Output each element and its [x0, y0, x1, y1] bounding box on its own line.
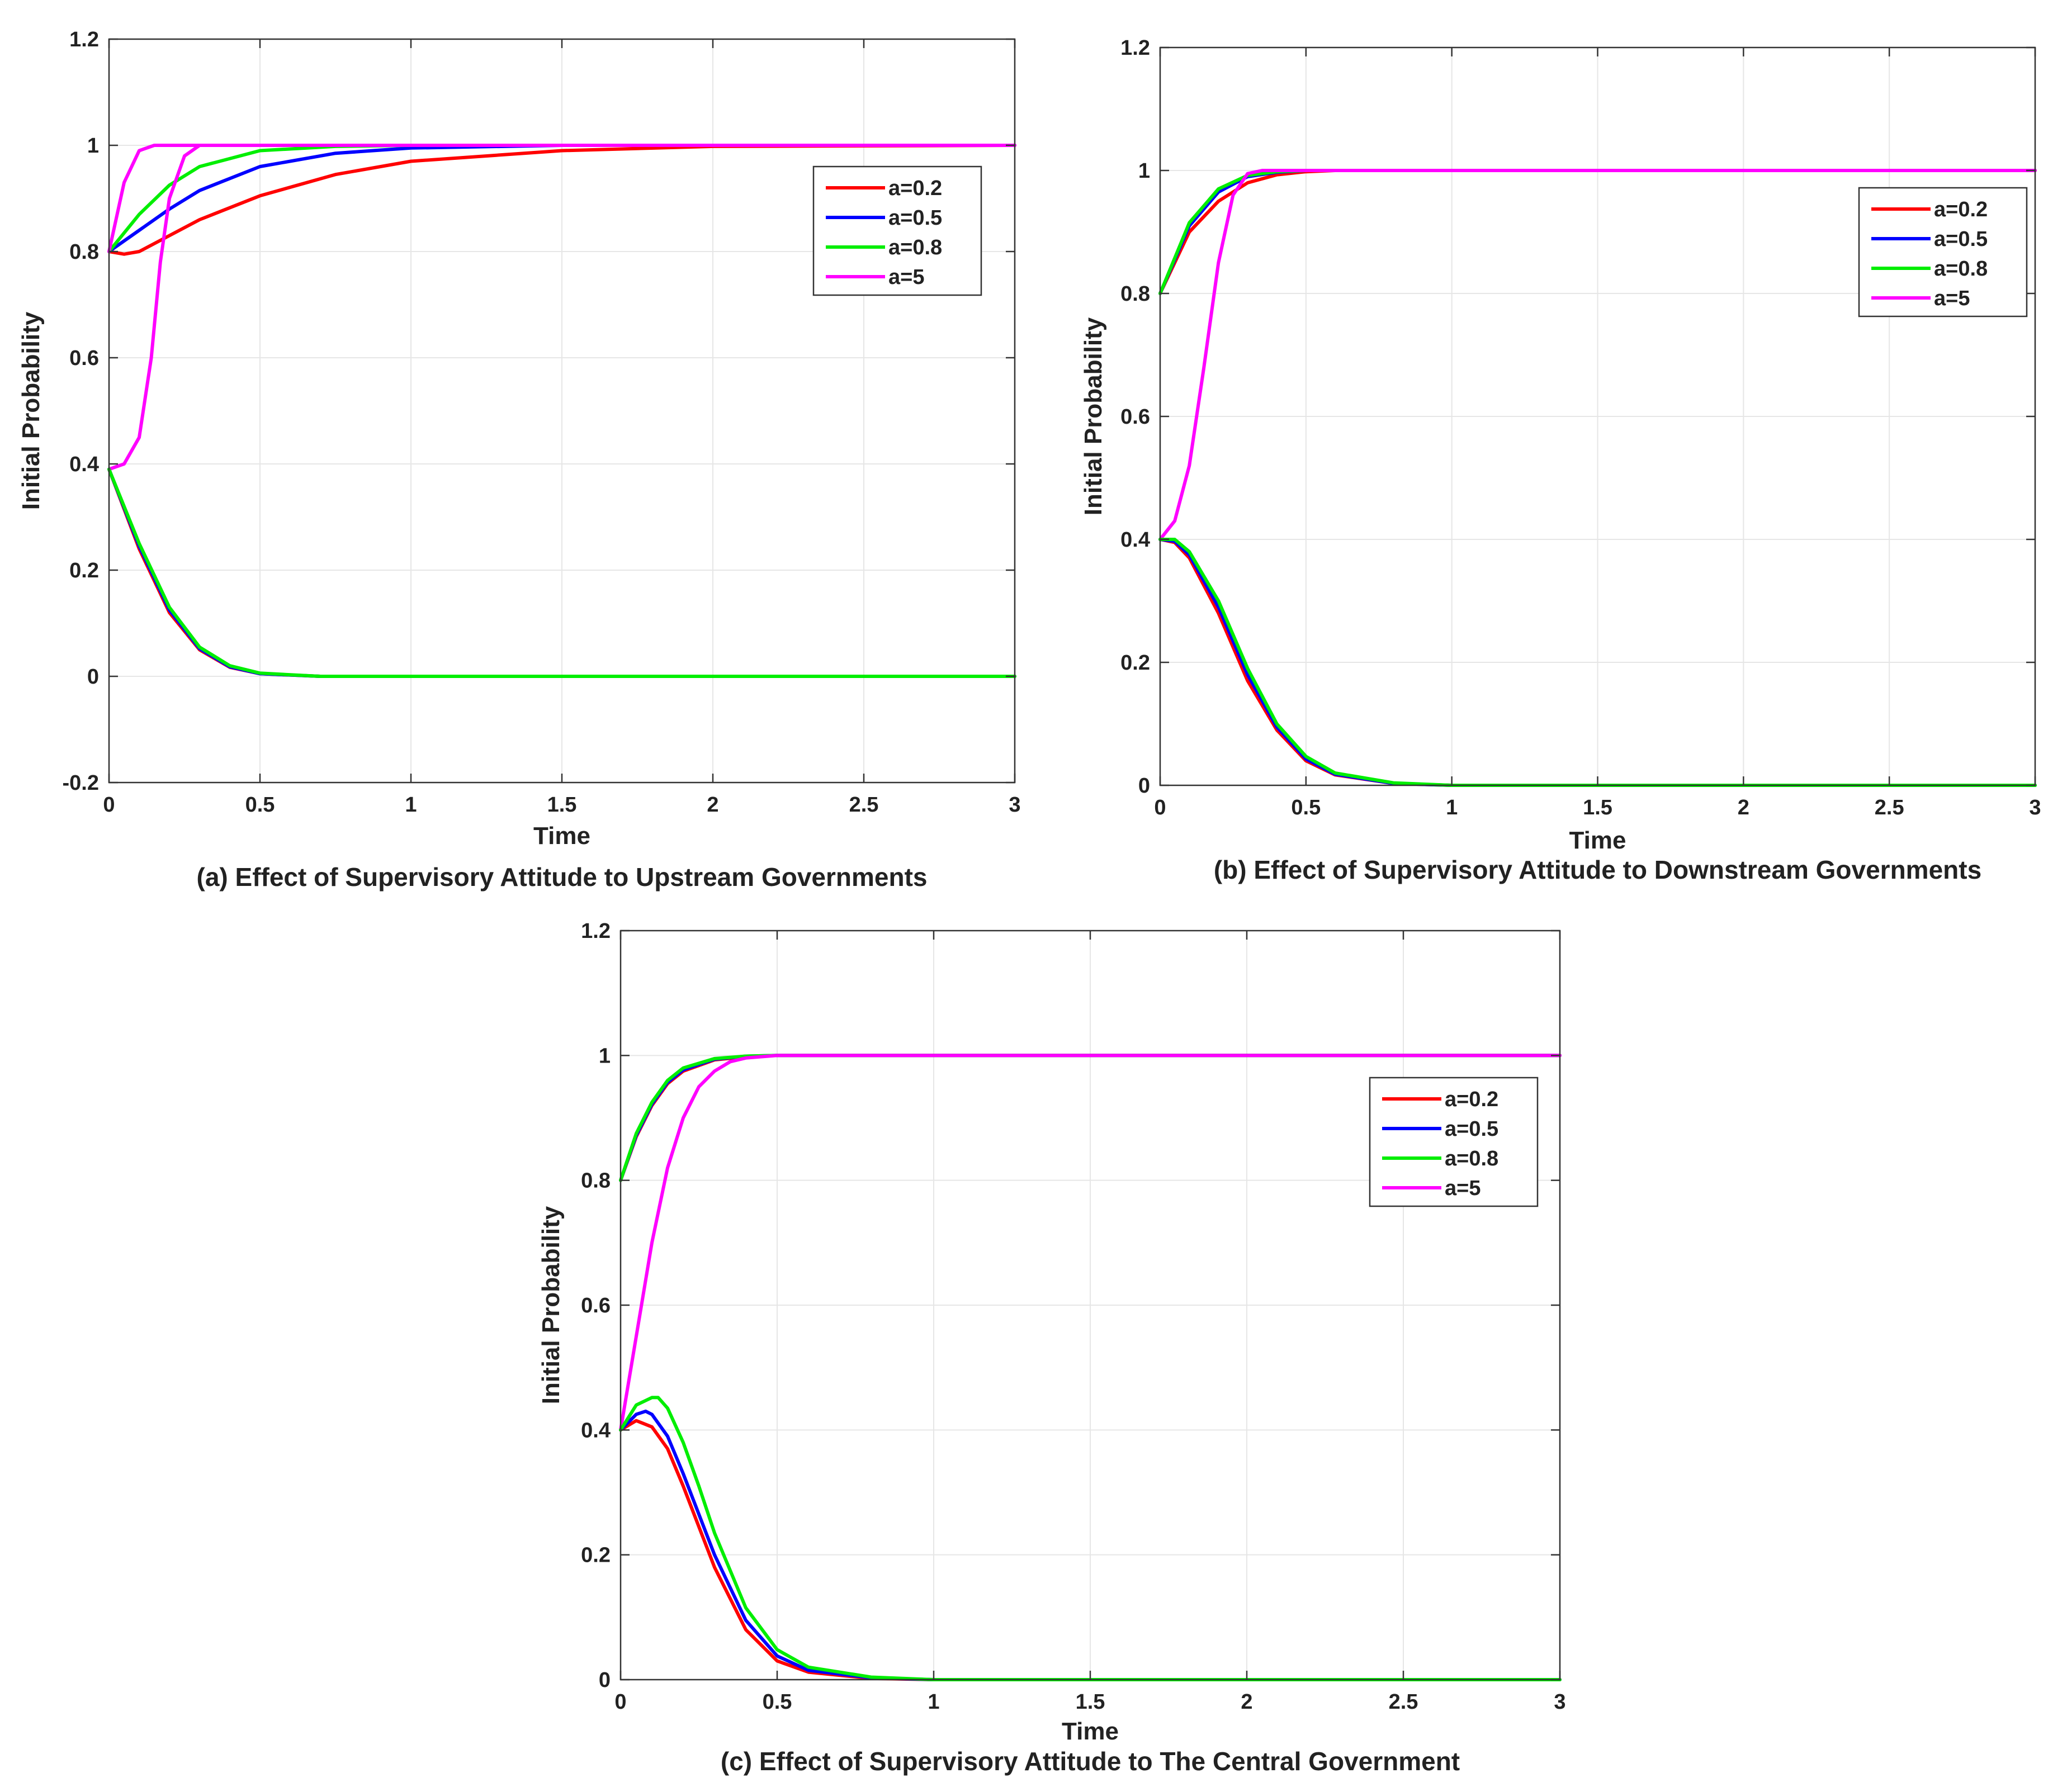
- legend-entry-label: a=0.2: [1445, 1088, 1498, 1111]
- x-tick-label: 1: [1446, 796, 1458, 819]
- y-tick-label: 1.2: [581, 919, 611, 943]
- y-tick-label: 0: [599, 1668, 611, 1692]
- legend-entry-label: a=0.5: [1445, 1117, 1498, 1141]
- y-tick-label: 0: [87, 665, 99, 689]
- y-tick-label: 0.4: [69, 453, 99, 476]
- y-tick-label: 0.6: [69, 347, 99, 370]
- legend-entry-label: a=0.8: [888, 236, 942, 259]
- x-tick-label: 2: [1738, 796, 1749, 819]
- y-tick-label: 1: [599, 1044, 611, 1068]
- legend-entry-label: a=5: [888, 266, 924, 289]
- series-line-a-5: [1158, 169, 2037, 541]
- x-tick-label: 0: [103, 793, 115, 817]
- series-line-a-0-8: [619, 1396, 1562, 1681]
- panel-caption: (a) Effect of Supervisory Attitude to Up…: [197, 862, 928, 892]
- legend-entry-label: a=0.5: [1934, 227, 1988, 251]
- x-axis-label: Time: [1569, 827, 1626, 854]
- chart-panel-b: 0 0.5 1 1.5 2 2.5 3 0 0.2 0.4 0.6 0.8 1 1.2 Time Initia…: [1080, 36, 2041, 884]
- y-tick-label: 1: [87, 134, 99, 158]
- panel-caption: (b) Effect of Supervisory Attitude to Do…: [1214, 855, 1981, 884]
- x-tick-label: 2.5: [1875, 796, 1904, 819]
- legend: a=0.2 a=0.5 a=0.8 a=5: [1369, 1077, 1539, 1207]
- y-axis-label: Initial Probability: [17, 311, 45, 510]
- chart-panel-c: 0 0.5 1 1.5 2 2.5 3 0 0.2 0.4 0.6 0.8 1 1.2 Time Initia…: [537, 919, 1566, 1776]
- y-tick-label: 0.8: [581, 1169, 611, 1193]
- y-tick-label: -0.2: [63, 771, 99, 795]
- chart-panel-a: 0 0.5 1 1.5 2 2.5 3-0.200.20.40.60.811.2TimeIn…: [17, 28, 1021, 892]
- y-tick-label: 1.2: [69, 28, 99, 51]
- x-tick-label: 1: [928, 1690, 939, 1714]
- x-tick-label: 0.5: [763, 1690, 792, 1714]
- y-tick-label: 0.8: [1120, 282, 1150, 306]
- x-tick-label: 2: [1241, 1690, 1252, 1714]
- legend-entry-label: a=0.8: [1445, 1147, 1498, 1170]
- x-tick-label: 3: [1009, 793, 1020, 817]
- legend-entry-label: a=0.2: [1934, 198, 1988, 221]
- y-tick-label: 0.6: [581, 1294, 611, 1317]
- x-tick-label: 0.5: [1291, 796, 1321, 819]
- y-tick-label: 0.4: [581, 1419, 611, 1442]
- y-tick-label: 0.2: [581, 1544, 611, 1567]
- series-line-a-0-8: [1158, 538, 2037, 787]
- x-tick-label: 3: [2029, 796, 2041, 819]
- series-line-a-5: [619, 1054, 1562, 1432]
- x-tick-label: 0.5: [245, 793, 275, 817]
- legend-entry-label: a=0.2: [888, 177, 942, 200]
- x-tick-label: 0: [614, 1690, 626, 1714]
- y-tick-label: 0.4: [1120, 528, 1150, 552]
- y-tick-label: 1.2: [1120, 36, 1150, 60]
- y-axis-label: Initial Probability: [537, 1206, 565, 1404]
- x-axis-label: Time: [533, 822, 590, 850]
- legend-entry-label: a=0.5: [888, 206, 942, 230]
- legend-entry-label: a=0.8: [1934, 257, 1988, 281]
- legend: a=0.2 a=0.5 a=0.8 a=5: [812, 165, 982, 296]
- legend-entry-label: a=5: [1934, 287, 1970, 310]
- y-tick-label: 0.2: [69, 559, 99, 582]
- x-tick-label: 2.5: [1389, 1690, 1418, 1714]
- x-tick-label: 1: [405, 793, 417, 817]
- legend: a=0.2 a=0.5 a=0.8 a=5: [1858, 187, 2028, 317]
- x-tick-label: 3: [1554, 1690, 1565, 1714]
- series-line-a-0-2: [107, 144, 1016, 256]
- legend-entry-label: a=5: [1445, 1177, 1481, 1200]
- x-tick-label: 1.5: [547, 793, 577, 817]
- x-tick-label: 1.5: [1583, 796, 1612, 819]
- series-line-a-0-8: [107, 467, 1016, 678]
- y-axis-label: Initial Probability: [1080, 317, 1107, 515]
- x-tick-label: 2: [707, 793, 718, 817]
- x-axis-label: Time: [1062, 1718, 1119, 1745]
- y-tick-label: 0.8: [69, 240, 99, 264]
- y-tick-label: 1: [1138, 159, 1150, 183]
- x-tick-label: 2.5: [849, 793, 879, 817]
- x-tick-label: 1.5: [1076, 1690, 1105, 1714]
- x-tick-label: 0: [1154, 796, 1166, 819]
- panel-caption: (c) Effect of Supervisory Attitude to Th…: [721, 1747, 1460, 1776]
- series-line-a-5: [107, 144, 1016, 471]
- y-tick-label: 0: [1138, 774, 1150, 798]
- y-tick-label: 0.6: [1120, 405, 1150, 429]
- y-tick-label: 0.2: [1120, 651, 1150, 675]
